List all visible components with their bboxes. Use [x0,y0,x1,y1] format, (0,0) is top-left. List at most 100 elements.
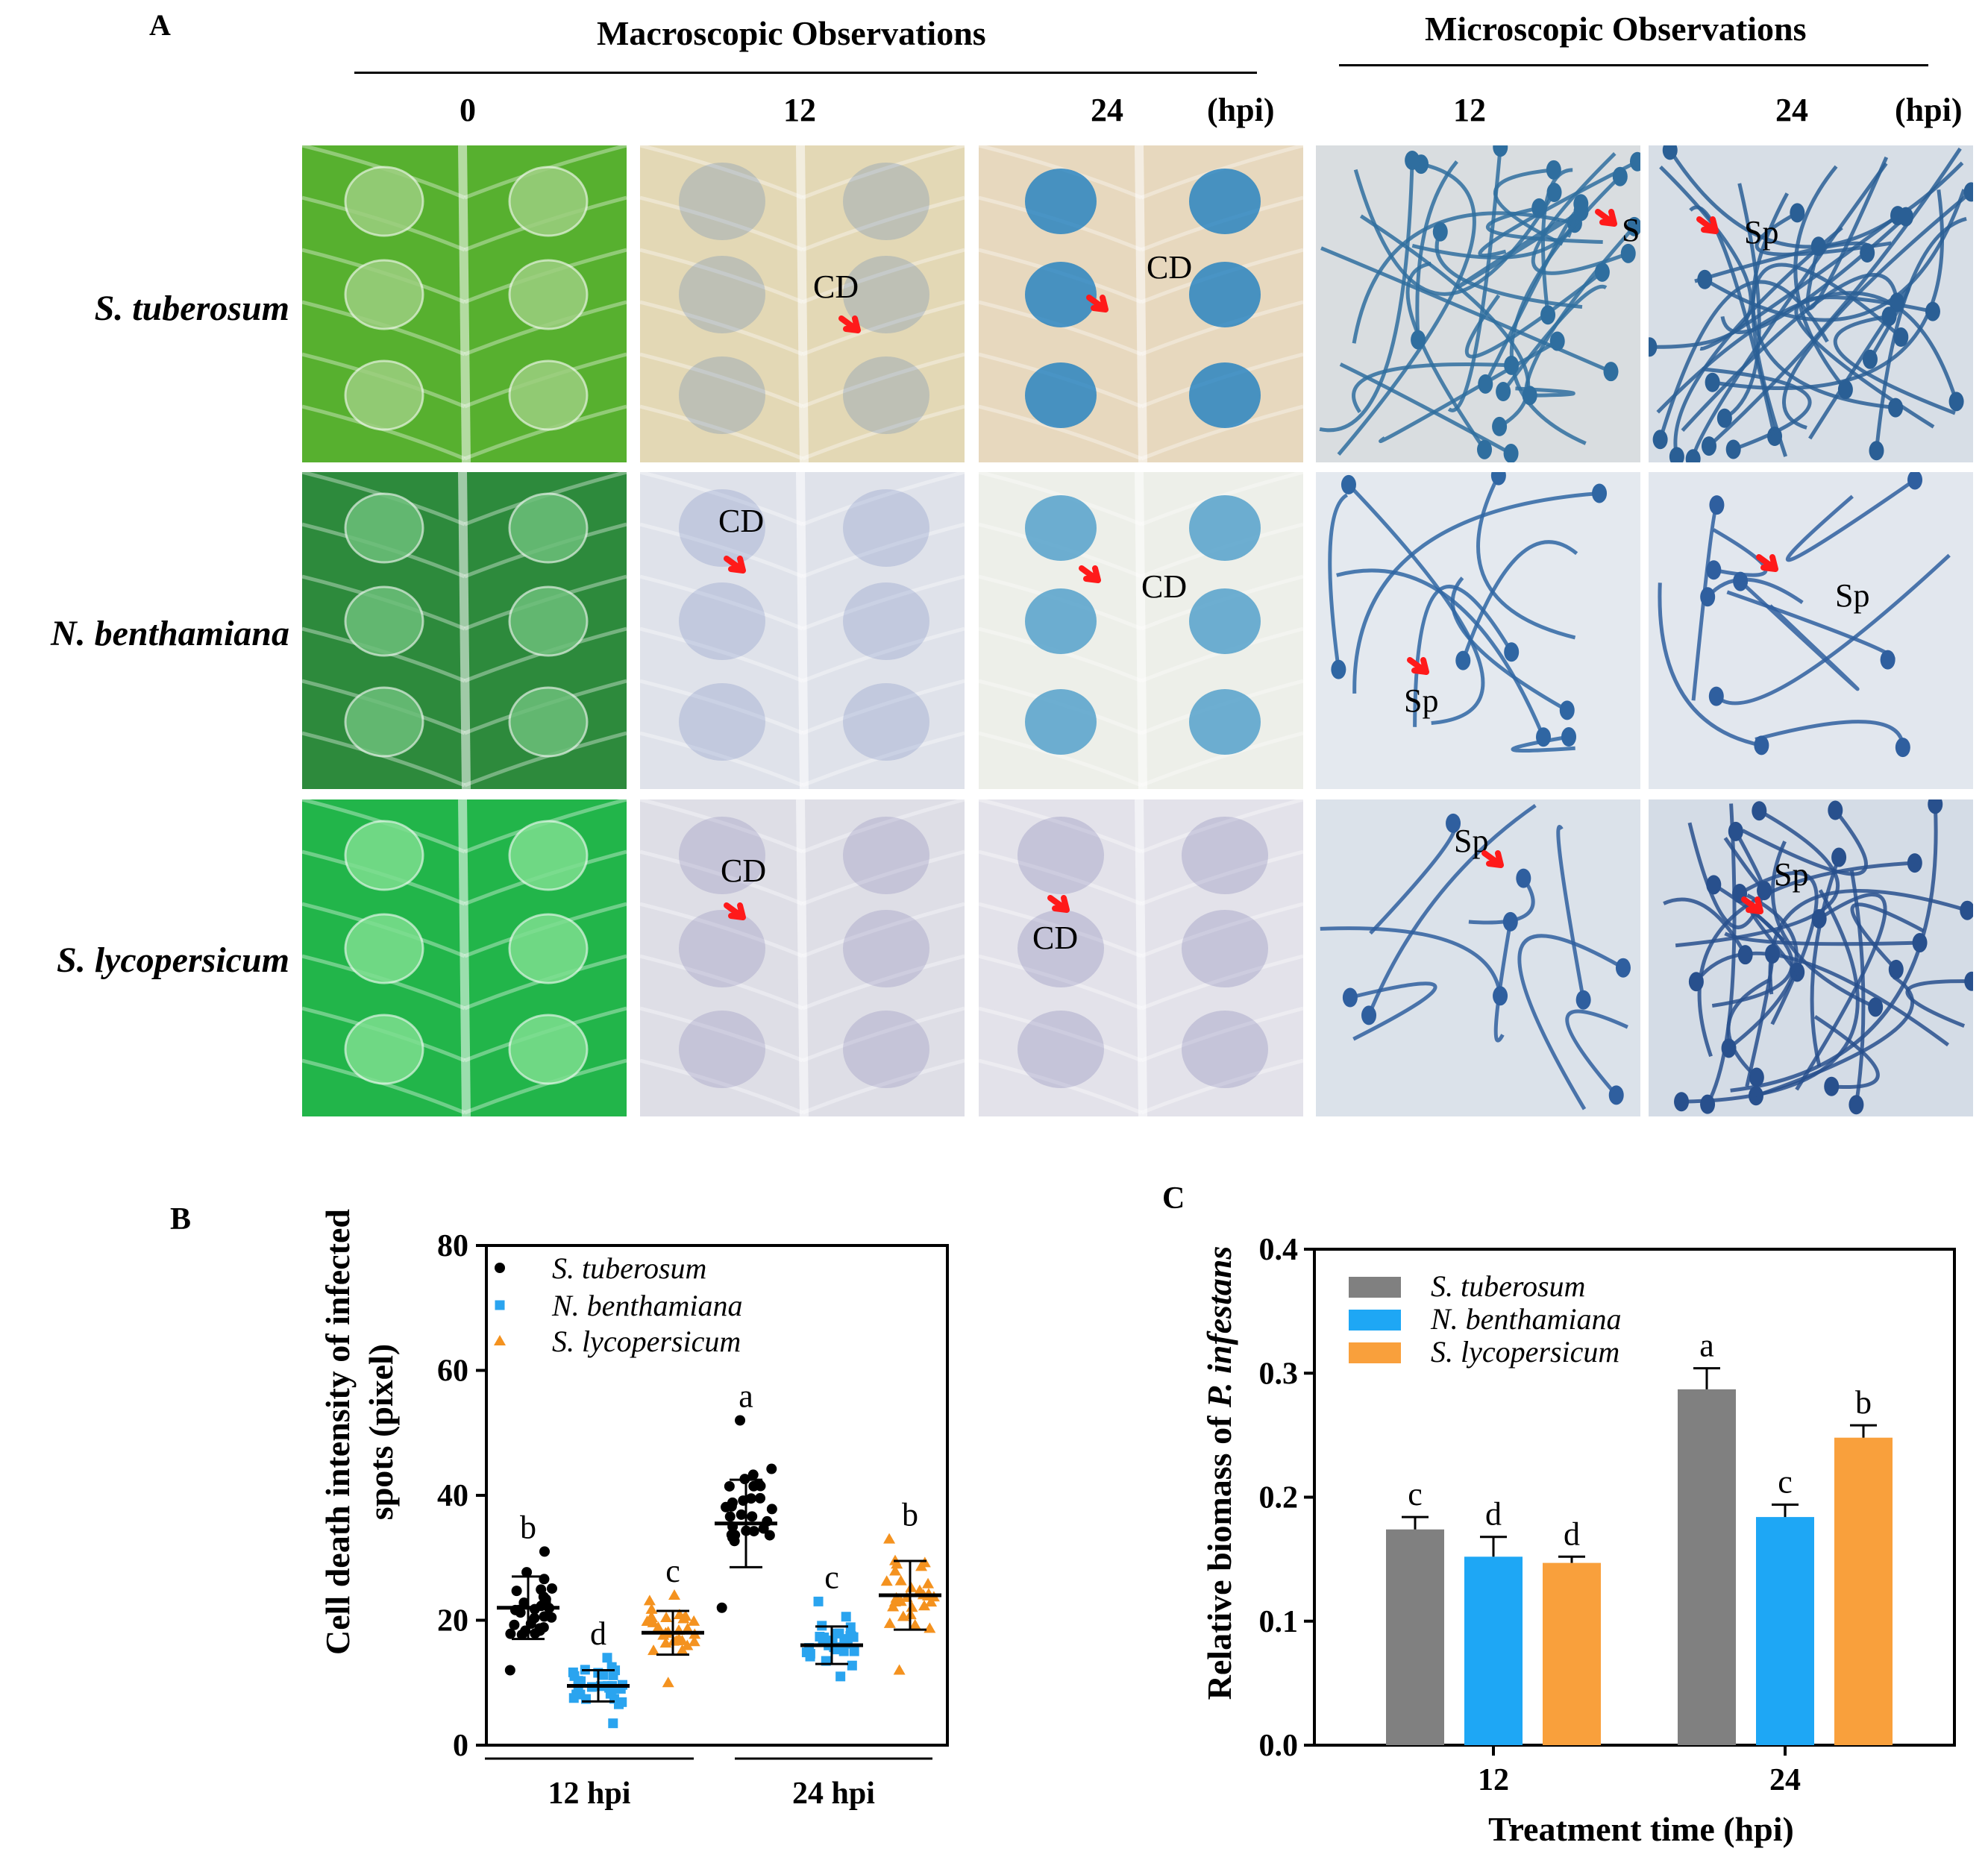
sporangium [1880,650,1896,670]
data-point [645,1603,658,1614]
photo-background [1316,472,1640,789]
leaf-vein [640,849,803,906]
sporangium [1549,331,1565,351]
significance-letter: a [1699,1328,1714,1364]
leaf-vein [802,679,965,735]
sporangium [1603,362,1619,382]
sporangium [1405,150,1420,170]
legend-label: S. lycopersicum [1431,1335,1619,1369]
stain-spot [843,163,929,240]
sporangium [1432,222,1448,242]
red-arrow [724,556,746,574]
hypha [1694,951,1950,1047]
data-point [736,1509,747,1520]
panel-a-letter: A [149,8,171,42]
data-point [887,1600,900,1612]
leaf-midrib [1135,472,1147,789]
data-point [726,1529,737,1540]
legend-marker [495,1263,505,1273]
data-point [835,1671,846,1682]
annotation-cd: CD [1032,920,1078,956]
hypha [1328,493,1349,670]
leaf-vein [640,404,803,461]
hypha [1565,1009,1628,1097]
leaf-midrib [796,472,809,789]
col-label-macro-unit: (hpi) [1207,92,1275,128]
leaf-vein [802,522,965,579]
sporangium [1837,380,1853,400]
sporangium [1536,727,1552,747]
data-point [716,1602,727,1613]
data-point [849,1646,859,1656]
red-arrow [1047,895,1070,913]
sporangium [1705,372,1720,392]
hypha [1367,803,1537,1017]
sporangium [1706,875,1722,895]
data-point [745,1493,756,1504]
photo-image: Sp [1649,472,1973,789]
hypha [1336,568,1546,738]
col-label-micro-24: 24 [1775,92,1808,128]
leaf-vein [979,954,1142,1011]
stain-spot [1189,588,1261,654]
legend-label: S. tuberosum [552,1251,706,1285]
sporangium [1688,972,1704,992]
sporangium [1685,449,1701,462]
sporangium [1341,474,1356,494]
hypha [1320,926,1502,996]
photo-n-benthamiana-macro-12: CD [640,472,965,789]
sporangium [1669,447,1684,462]
water-droplet [508,259,589,330]
stain-spot [1017,817,1104,894]
data-point [673,1633,686,1644]
hypha [1349,981,1437,1041]
water-droplet [508,166,589,237]
leaf-vein [979,1006,1142,1063]
leaf-vein [802,1058,965,1115]
leaf-vein [1141,1006,1303,1063]
sporangium [1881,307,1897,327]
sporangium [1706,560,1722,580]
leaf-vein [302,1058,465,1115]
y-tick-label: 0.4 [1259,1233,1299,1267]
hypha [1352,362,1512,413]
data-point [834,1628,844,1639]
stain-spot [679,163,765,240]
bar-s--tuberosum-12 [1386,1529,1444,1745]
sporangium [1674,1092,1690,1112]
data-point [688,1615,700,1626]
photo-image: Sp [1316,799,1640,1116]
data-point [518,1597,530,1608]
leaf-vein [802,731,965,788]
sporangium [1895,738,1910,758]
data-point [894,1574,907,1586]
sporangium [1559,700,1575,720]
water-droplet [508,686,589,758]
photo-image [302,799,627,1116]
sporangium [1652,430,1668,450]
sporangium [1824,1076,1840,1096]
data-point [643,1595,656,1606]
significance-letter: b [902,1497,918,1533]
stain-spot [679,910,765,987]
hypha [1705,803,1737,1105]
sporangium [1594,262,1610,282]
sporangium [1620,243,1636,263]
bar-s--lycopersicum-24 [1834,1437,1893,1745]
photo-n-benthamiana-macro-24: CD [979,472,1303,789]
sporangium [1478,374,1493,394]
leaf-vein [979,1058,1142,1115]
stain-spot [1189,262,1261,327]
annotation-cd: CD [1141,568,1187,605]
sporangium [1716,408,1732,428]
water-droplet [344,359,424,431]
bar-s--lycopersicum-12 [1543,1562,1601,1745]
stain-spot [1025,362,1097,428]
data-point [660,1611,673,1622]
red-arrow [724,902,746,920]
stain-spot [1025,169,1097,234]
data-point [568,1667,578,1677]
photo-image [302,145,627,462]
significance-letter: a [739,1378,753,1415]
y-tick-label: 40 [437,1479,468,1513]
